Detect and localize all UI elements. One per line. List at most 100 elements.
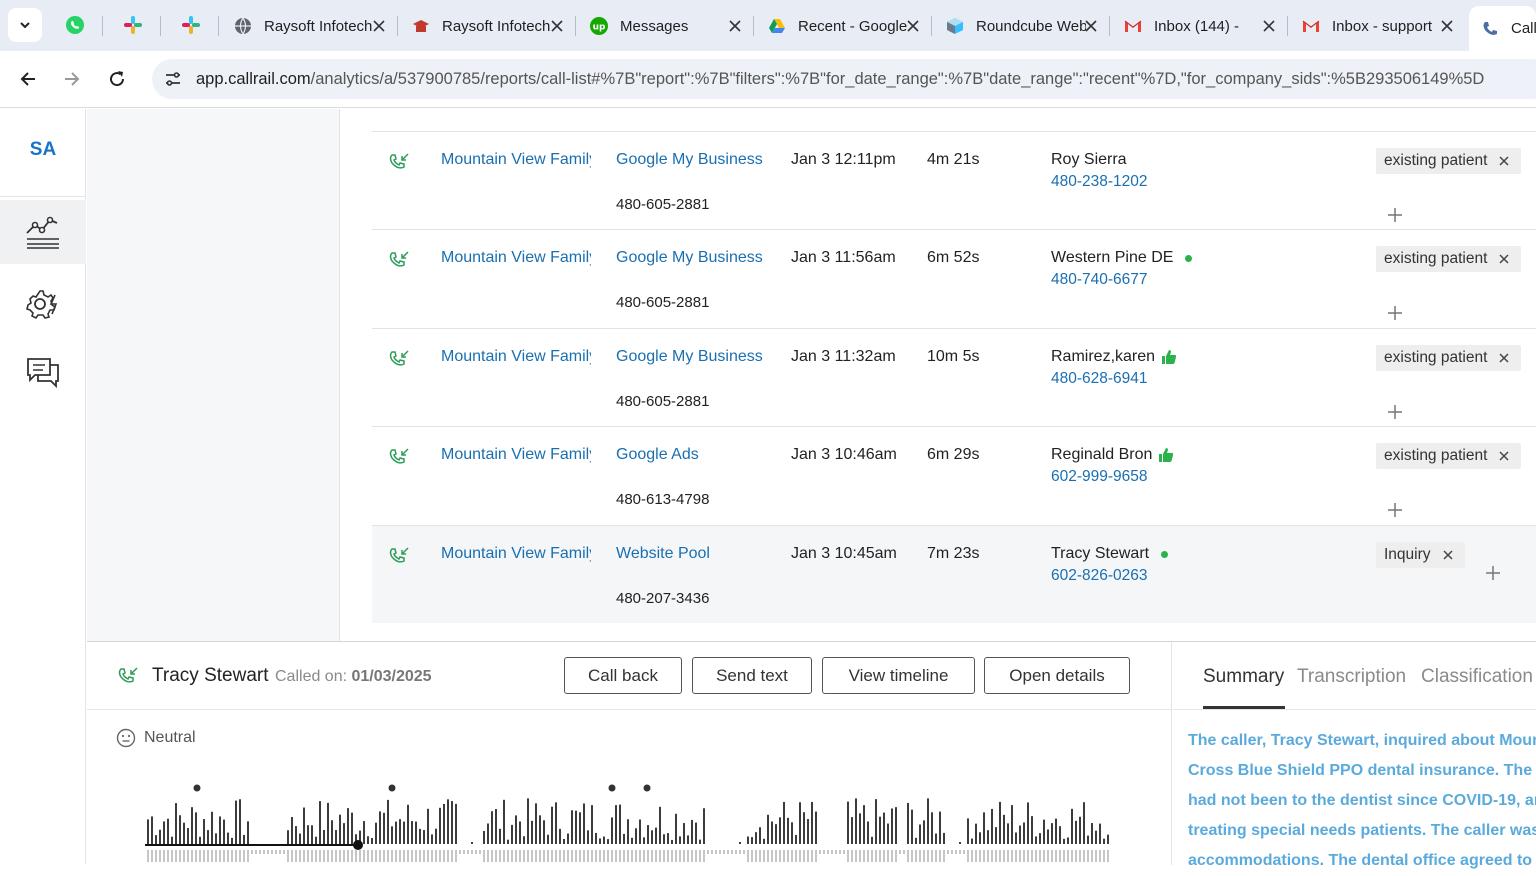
- waveform-bar: [1063, 838, 1065, 844]
- company-link[interactable]: Mountain View Family Dental: [441, 348, 591, 365]
- tab-transcription[interactable]: Transcription: [1297, 666, 1407, 687]
- tab-search-button[interactable]: [8, 8, 42, 42]
- forward-button[interactable]: [56, 63, 88, 95]
- waveform-lower-bar: [631, 850, 633, 862]
- waveform-bar: [811, 801, 813, 844]
- caller-phone-link[interactable]: 480-740-6677: [1051, 271, 1148, 288]
- browser-tab[interactable]: Inbox - support: [1290, 6, 1465, 46]
- close-tab-icon[interactable]: [905, 18, 921, 34]
- waveform-bar: [979, 832, 981, 844]
- open-details-button[interactable]: Open details: [984, 657, 1130, 694]
- close-tab-icon[interactable]: [727, 18, 743, 34]
- company-link[interactable]: Mountain View Family Dental: [441, 545, 591, 562]
- source-link[interactable]: Google My Business: [616, 151, 763, 168]
- close-tab-icon[interactable]: [371, 18, 387, 34]
- waveform-lower-bar: [819, 850, 821, 854]
- browser-tab-active[interactable]: Call: [1469, 6, 1536, 51]
- waveform-bar: [847, 801, 849, 844]
- table-row[interactable]: Mountain View Family Dental Google My Bu…: [372, 328, 1536, 426]
- add-tag-icon[interactable]: [1386, 403, 1404, 421]
- tag-label: existing patient: [1384, 349, 1488, 366]
- waveform-bar: [907, 802, 909, 844]
- browser-tab[interactable]: Roundcube Webmail: [934, 6, 1109, 46]
- source-link[interactable]: Google My Business: [616, 348, 763, 365]
- waveform-lower-bar: [927, 850, 929, 862]
- pinned-tab-slack[interactable]: [118, 10, 148, 40]
- back-button[interactable]: [12, 63, 44, 95]
- nav-messages[interactable]: [0, 341, 86, 405]
- pinned-tab-slack-2[interactable]: [176, 10, 206, 40]
- browser-tab[interactable]: Raysoft Infotech: [400, 6, 575, 46]
- remove-tag-icon[interactable]: [1499, 254, 1509, 264]
- waveform-bar: [655, 827, 657, 844]
- waveform-bar: [167, 818, 169, 844]
- waveform-lower-bar: [575, 850, 577, 862]
- close-tab-icon[interactable]: [1083, 18, 1099, 34]
- add-tag-icon[interactable]: [1484, 564, 1502, 582]
- table-row-selected[interactable]: Mountain View Family Dental Website Pool…: [372, 525, 1536, 623]
- tab-classification[interactable]: Classification: [1421, 666, 1533, 687]
- waveform-lower-bar: [915, 850, 917, 862]
- source-link[interactable]: Google Ads: [616, 446, 699, 463]
- table-row[interactable]: Mountain View Family Dental Google My Bu…: [372, 131, 1536, 229]
- called-on: Called on: 01/03/2025: [275, 668, 432, 686]
- view-timeline-button[interactable]: View timeline: [822, 657, 975, 694]
- waveform-lower-bar: [527, 850, 529, 862]
- waveform-lower-bar: [311, 850, 313, 862]
- waveform-lower-bar: [895, 850, 897, 862]
- waveform-bar: [311, 825, 313, 844]
- close-tab-icon[interactable]: [1439, 18, 1455, 34]
- company-link[interactable]: Mountain View Family Dental: [441, 151, 591, 168]
- waveform-bar: [439, 807, 441, 844]
- reload-button[interactable]: [101, 63, 133, 95]
- close-tab-icon[interactable]: [1261, 18, 1277, 34]
- waveform-lower-bar: [355, 850, 357, 862]
- add-tag-icon[interactable]: [1386, 501, 1404, 519]
- nav-settings[interactable]: [0, 272, 86, 336]
- browser-tab[interactable]: Raysoft Infotech: [222, 6, 397, 46]
- waveform-bar: [371, 837, 373, 844]
- browser-tab[interactable]: up Messages: [578, 6, 753, 46]
- audio-waveform[interactable]: [145, 782, 1115, 865]
- remove-tag-icon[interactable]: [1443, 550, 1453, 560]
- add-tag-icon[interactable]: [1386, 304, 1404, 322]
- company-link[interactable]: Mountain View Family Dental: [441, 249, 591, 266]
- waveform-lower-bar: [439, 850, 441, 862]
- address-bar[interactable]: app.callrail.com/analytics/a/537900785/r…: [152, 59, 1536, 99]
- arrow-right-icon: [65, 72, 80, 86]
- account-logo[interactable]: SA: [29, 139, 57, 160]
- call-back-button[interactable]: Call back: [564, 657, 682, 694]
- waveform-bar: [603, 836, 605, 844]
- nav-analytics[interactable]: [0, 200, 86, 264]
- thumbs-up-icon: [1161, 349, 1177, 365]
- call-duration: 4m 21s: [927, 151, 980, 168]
- source-link[interactable]: Website Pool: [616, 545, 710, 562]
- table-row[interactable]: Mountain View Family Dental Google My Bu…: [372, 229, 1536, 327]
- waveform-lower-bar: [339, 850, 341, 862]
- waveform-lower-bar: [175, 850, 177, 862]
- caller-phone-link[interactable]: 480-238-1202: [1051, 173, 1148, 190]
- source-link[interactable]: Google My Business: [616, 249, 763, 266]
- playhead-handle[interactable]: [353, 840, 363, 850]
- waveform-bar: [635, 828, 637, 844]
- caller-phone-link[interactable]: 480-628-6941: [1051, 370, 1148, 387]
- send-text-button[interactable]: Send text: [692, 657, 812, 694]
- company-link[interactable]: Mountain View Family Dental: [441, 446, 591, 463]
- table-row[interactable]: Mountain View Family Dental Google Ads 4…: [372, 426, 1536, 524]
- tab-summary[interactable]: Summary: [1203, 666, 1285, 687]
- remove-tag-icon[interactable]: [1499, 156, 1509, 166]
- close-tab-icon[interactable]: [549, 18, 565, 34]
- browser-tab[interactable]: Inbox (144) -: [1112, 6, 1287, 46]
- pinned-tab-whatsapp[interactable]: [60, 10, 90, 40]
- remove-tag-icon[interactable]: [1499, 353, 1509, 363]
- waveform-lower-bar: [219, 850, 221, 862]
- remove-tag-icon[interactable]: [1499, 451, 1509, 461]
- caller-phone-link[interactable]: 602-999-9658: [1051, 468, 1148, 485]
- browser-tab[interactable]: Recent - Google Drive: [756, 6, 931, 46]
- waveform-lower-bar: [867, 850, 869, 862]
- add-tag-icon[interactable]: [1386, 206, 1404, 224]
- caller-phone-link[interactable]: 602-826-0263: [1051, 567, 1148, 584]
- url-text: app.callrail.com/analytics/a/537900785/r…: [196, 70, 1484, 89]
- waveform-lower-bar: [547, 850, 549, 862]
- site-info-icon[interactable]: [160, 66, 186, 92]
